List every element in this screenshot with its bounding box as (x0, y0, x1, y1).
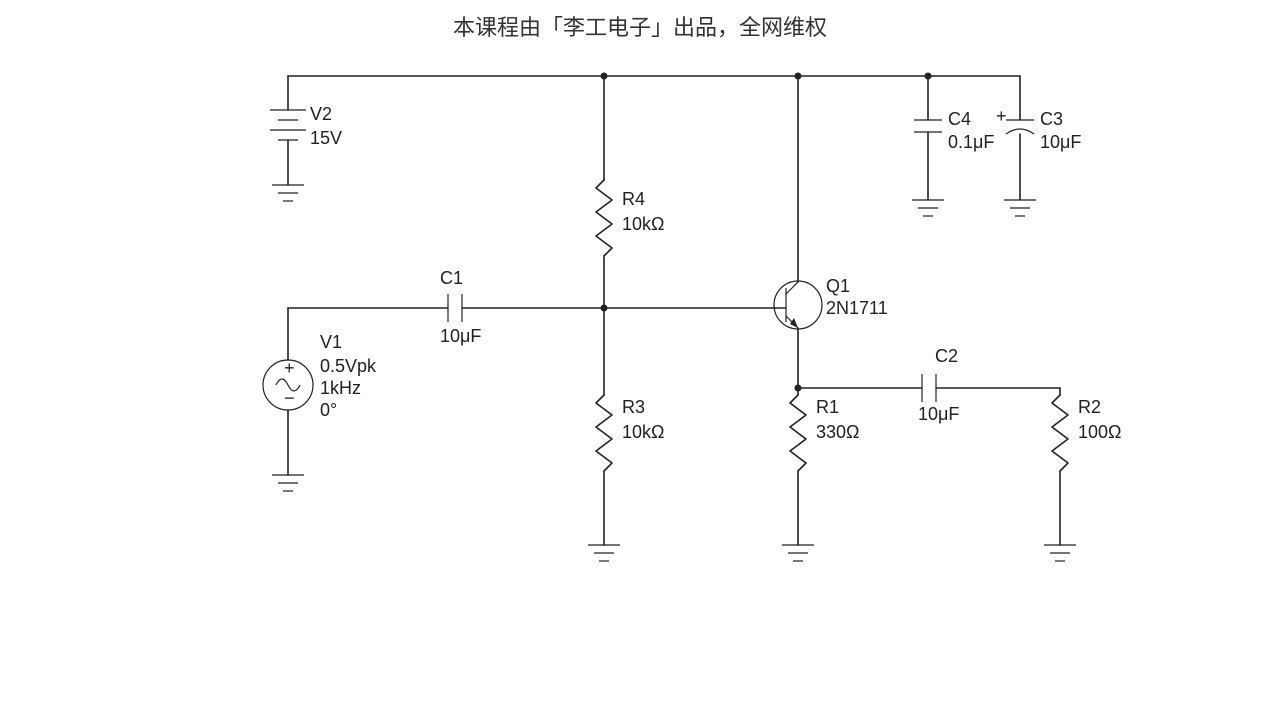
c1-name-label: C1 (440, 268, 463, 288)
c3-name-label: C3 (1040, 109, 1063, 129)
battery-v2 (270, 110, 306, 140)
gnd-r2 (1044, 545, 1076, 561)
gnd-c4 (912, 200, 944, 216)
q1-name-label: Q1 (826, 276, 850, 296)
r3-name-label: R3 (622, 397, 645, 417)
c3-value-label: 10μF (1040, 132, 1081, 152)
resistor-r3 (596, 395, 612, 471)
capacitor-c3: + (996, 106, 1034, 134)
r2-name-label: R2 (1078, 397, 1101, 417)
v1-name-label: V1 (320, 332, 342, 352)
resistor-r1 (790, 395, 806, 471)
q1-model-label: 2N1711 (826, 298, 888, 318)
v1-plus: + (284, 358, 295, 378)
c2-name-label: C2 (935, 346, 958, 366)
v1-l2-label: 1kHz (320, 378, 361, 398)
page-title: 本课程由「李工电子」出品，全网维权 (453, 15, 827, 40)
r4-name-label: R4 (622, 189, 645, 209)
c1-value-label: 10μF (440, 326, 481, 346)
gnd-v2 (272, 185, 304, 201)
v2-name-label: V2 (310, 104, 332, 124)
v1-l3-label: 0° (320, 400, 337, 420)
v1-minus: − (284, 388, 295, 408)
gnd-v1 (272, 475, 304, 491)
capacitor-c2 (922, 374, 936, 402)
gnd-r3 (588, 545, 620, 561)
gnd-c3 (1004, 200, 1036, 216)
v2-value-label: 15V (310, 128, 342, 148)
capacitor-c4 (914, 120, 942, 132)
c2-value-label: 10μF (918, 404, 959, 424)
r3-value-label: 10kΩ (622, 422, 664, 442)
c4-value-label: 0.1μF (948, 132, 994, 152)
capacitor-c1 (448, 294, 462, 322)
resistor-r4 (596, 180, 612, 256)
r1-name-label: R1 (816, 397, 839, 417)
r2-value-label: 100Ω (1078, 422, 1122, 442)
transistor-q1 (774, 76, 822, 388)
c4-name-label: C4 (948, 109, 971, 129)
gnd-r1 (782, 545, 814, 561)
r4-value-label: 10kΩ (622, 214, 664, 234)
v1-l1-label: 0.5Vpk (320, 356, 377, 376)
resistor-r2 (1052, 395, 1068, 471)
r1-value-label: 330Ω (816, 422, 860, 442)
svg-text:+: + (996, 106, 1007, 126)
